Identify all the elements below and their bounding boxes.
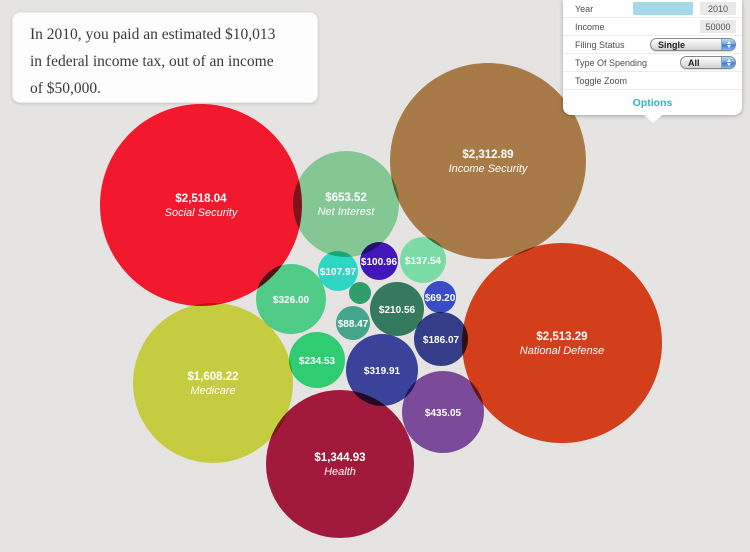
bubble-health[interactable] xyxy=(266,390,414,538)
bubble-69-20[interactable] xyxy=(424,281,456,313)
bubble-137-54[interactable] xyxy=(400,237,446,283)
bubble-social-security[interactable] xyxy=(100,104,302,306)
stepper-icon xyxy=(721,39,735,50)
bubble-value-label: $137.54 xyxy=(405,256,442,267)
bubble-name-label: Net Interest xyxy=(318,206,376,218)
year-slider[interactable] xyxy=(633,2,693,15)
bubble-107-97[interactable] xyxy=(318,251,358,291)
tax-summary-line-2: in federal income tax, out of an income xyxy=(30,53,274,70)
income-input[interactable]: 50000 xyxy=(700,20,736,33)
bubble-326-00[interactable] xyxy=(256,264,326,334)
bubble-unlabeled[interactable] xyxy=(349,282,371,304)
bubble-name-label: Social Security xyxy=(165,207,239,219)
bubble-value-label: $2,518.04 xyxy=(175,193,227,205)
bubble-net-interest[interactable] xyxy=(293,151,399,257)
income-row: Income 50000 xyxy=(563,18,742,36)
bubble-name-label: Medicare xyxy=(190,385,235,397)
panel-pointer-icon xyxy=(643,115,662,123)
bubble-value-label: $234.53 xyxy=(299,356,336,367)
bubble-value-label: $1,344.93 xyxy=(314,452,365,464)
bubble-medicare[interactable] xyxy=(133,303,293,463)
year-label: Year xyxy=(575,3,594,14)
filing-status-select[interactable]: Single xyxy=(650,38,736,51)
year-value[interactable]: 2010 xyxy=(700,2,736,15)
bubble-88-47[interactable] xyxy=(336,306,370,340)
bubble-name-label: National Defense xyxy=(520,345,604,357)
year-row: Year 2010 xyxy=(563,0,742,18)
type-of-spending-row: Type Of Spending All xyxy=(563,54,742,72)
bubble-income-security[interactable] xyxy=(390,63,586,259)
bubble-value-label: $69.20 xyxy=(425,293,456,304)
bubble-186-07[interactable] xyxy=(414,312,468,366)
panel-footer: Options xyxy=(563,90,742,115)
bubble-value-label: $653.52 xyxy=(325,192,367,204)
income-label: Income xyxy=(575,21,605,32)
tax-summary-line-3: of $50,000. xyxy=(30,80,102,97)
tax-summary-card: In 2010, you paid an estimated $10,013 i… xyxy=(12,12,318,103)
bubble-234-53[interactable] xyxy=(289,332,345,388)
bubble-210-56[interactable] xyxy=(370,282,424,336)
bubble-value-label: $2,312.89 xyxy=(462,149,513,161)
options-toggle[interactable]: Options xyxy=(632,96,673,109)
filing-status-row: Filing Status Single xyxy=(563,36,742,54)
bubble-value-label: $88.47 xyxy=(338,319,369,330)
bubble-435-05[interactable] xyxy=(402,371,484,453)
bubble-100-96[interactable] xyxy=(360,242,398,280)
type-of-spending-value: All xyxy=(688,57,700,68)
tax-summary-line-1: In 2010, you paid an estimated $10,013 xyxy=(30,26,276,43)
bubble-value-label: $1,608.22 xyxy=(187,371,238,383)
bubble-value-label: $435.05 xyxy=(425,408,462,419)
filing-status-label: Filing Status xyxy=(575,39,625,50)
type-of-spending-select[interactable]: All xyxy=(680,56,736,69)
type-of-spending-label: Type Of Spending xyxy=(575,57,648,68)
bubble-value-label: $107.97 xyxy=(320,267,357,278)
stepper-icon xyxy=(721,57,735,68)
bubble-value-label: $2,513.29 xyxy=(536,331,587,343)
filing-status-value: Single xyxy=(658,39,686,50)
bubble-value-label: $210.56 xyxy=(379,305,416,316)
toggle-zoom-label: Toggle Zoom xyxy=(575,75,628,86)
bubble-national-defense[interactable] xyxy=(462,243,662,443)
bubble-value-label: $186.07 xyxy=(423,335,460,346)
options-panel: Year 2010 Income 50000 Filing Status Sin… xyxy=(563,0,742,123)
bubble-value-label: $319.91 xyxy=(364,366,401,377)
toggle-zoom-row[interactable]: Toggle Zoom xyxy=(563,72,742,90)
bubble-name-label: Income Security xyxy=(449,163,529,175)
bubble-value-label: $100.96 xyxy=(361,257,398,268)
bubble-name-label: Health xyxy=(324,466,356,478)
bubble-value-label: $326.00 xyxy=(273,295,310,306)
bubble-319-91[interactable] xyxy=(346,334,418,406)
